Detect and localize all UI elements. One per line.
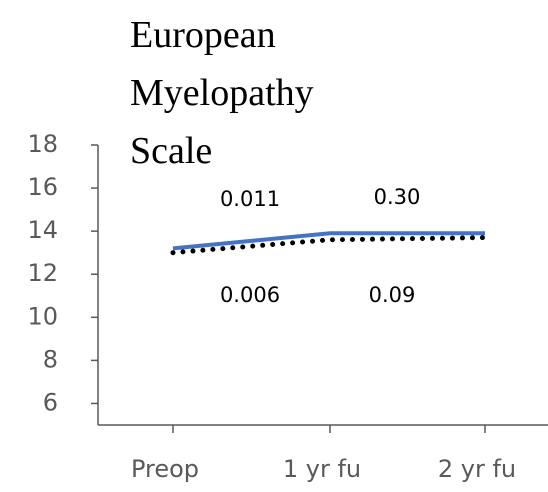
y-tick-label: 16 (27, 173, 58, 201)
annotation: 0.30 (374, 185, 421, 209)
series-line (170, 235, 488, 256)
x-tick-label: Preop (131, 455, 199, 483)
y-tick-label: 14 (27, 216, 58, 244)
series-line (172, 231, 485, 251)
y-tick-label: 6 (43, 388, 58, 416)
y-tick-label: 8 (43, 345, 58, 373)
annotation: 0.006 (220, 283, 280, 307)
annotation: 0.011 (220, 187, 280, 211)
y-tick-label: 12 (27, 259, 58, 287)
x-tick-label: 2 yr fu (438, 455, 516, 483)
y-tick-label: 18 (27, 130, 58, 158)
annotation: 0.09 (369, 283, 416, 307)
x-tick-label: 1 yr fu (283, 455, 361, 483)
chart-title: European Myelopathy Scale (130, 14, 314, 172)
y-tick-label: 10 (27, 302, 58, 330)
